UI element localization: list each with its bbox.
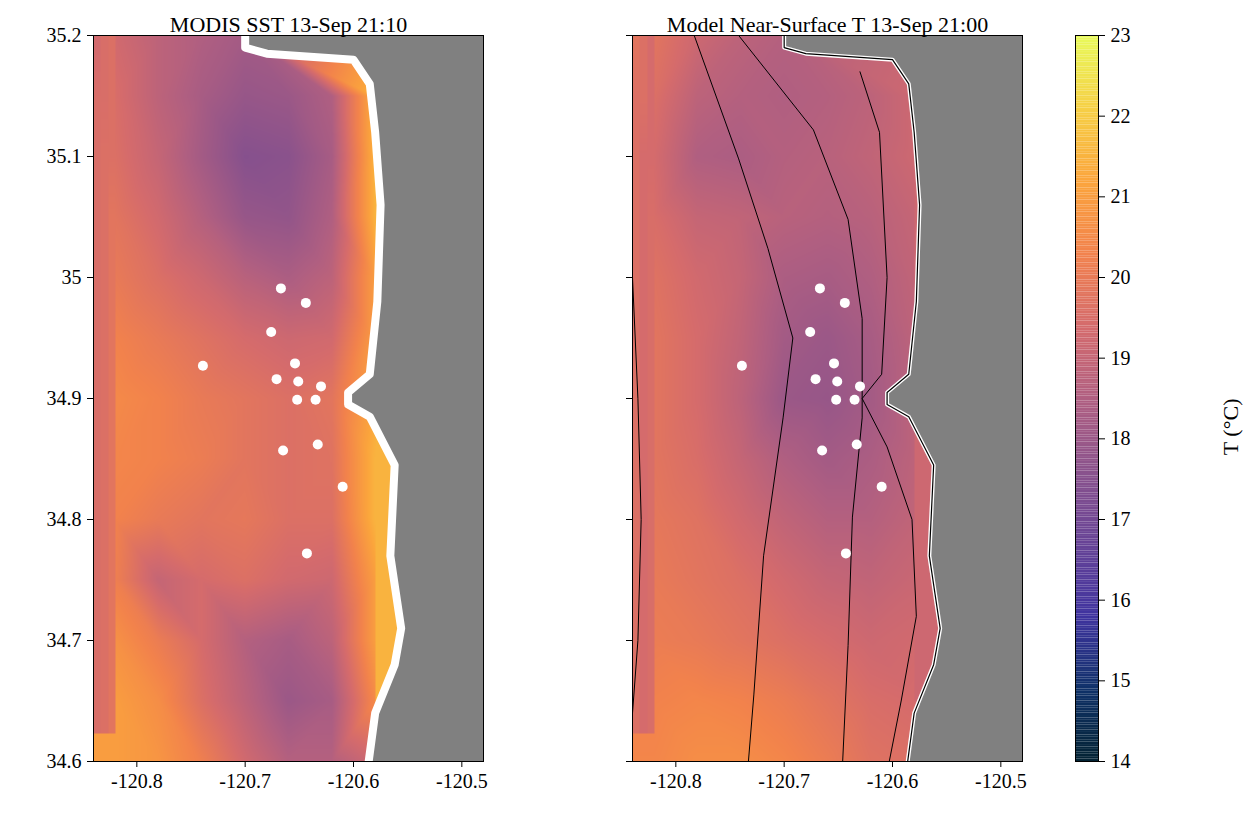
svg-text:18: 18: [1111, 427, 1131, 449]
svg-text:19: 19: [1111, 347, 1131, 369]
svg-text:15: 15: [1111, 669, 1131, 691]
svg-text:-120.5: -120.5: [436, 770, 488, 792]
svg-text:-120.8: -120.8: [111, 770, 163, 792]
svg-text:MODIS SST 13-Sep 21:10: MODIS SST 13-Sep 21:10: [170, 12, 407, 37]
svg-text:20: 20: [1111, 266, 1131, 288]
svg-text:23: 23: [1111, 24, 1131, 46]
svg-text:-120.8: -120.8: [650, 770, 702, 792]
svg-text:-120.5: -120.5: [975, 770, 1027, 792]
svg-text:-120.6: -120.6: [867, 770, 919, 792]
svg-text:34.6: 34.6: [47, 750, 82, 772]
svg-text:-120.6: -120.6: [328, 770, 380, 792]
svg-text:Model Near-Surface T 13-Sep 21: Model Near-Surface T 13-Sep 21:00: [667, 12, 988, 37]
svg-text:T (°C): T (°C): [1218, 399, 1243, 456]
svg-text:34.8: 34.8: [47, 508, 82, 530]
svg-text:21: 21: [1111, 185, 1131, 207]
svg-text:16: 16: [1111, 589, 1131, 611]
svg-text:34.9: 34.9: [47, 387, 82, 409]
svg-text:-120.7: -120.7: [758, 770, 810, 792]
svg-text:22: 22: [1111, 105, 1131, 127]
svg-text:35: 35: [62, 266, 82, 288]
svg-text:-120.7: -120.7: [219, 770, 271, 792]
svg-text:17: 17: [1111, 508, 1131, 530]
svg-text:35.1: 35.1: [47, 145, 82, 167]
svg-text:34.7: 34.7: [47, 629, 82, 651]
svg-text:35.2: 35.2: [47, 24, 82, 46]
svg-text:14: 14: [1111, 750, 1131, 772]
